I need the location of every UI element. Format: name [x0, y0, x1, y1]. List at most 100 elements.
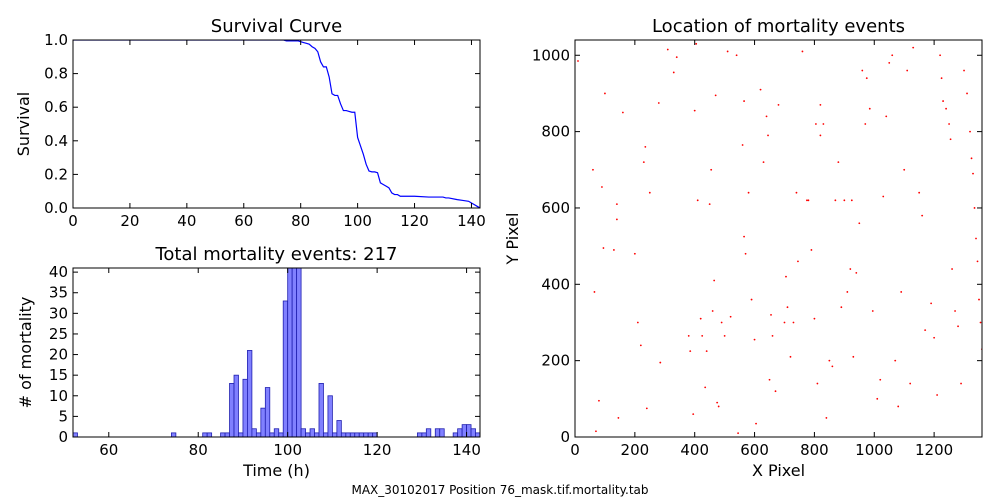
x-tick-label: 80	[291, 212, 310, 230]
mortality-bar	[282, 300, 289, 437]
mortality-point	[871, 310, 874, 312]
mortality-point	[973, 207, 976, 209]
mortality-point	[744, 252, 747, 255]
mortality-point	[726, 50, 729, 53]
y-tick-label: 0.8	[44, 65, 68, 83]
mortality-bar	[269, 432, 275, 437]
x-tick-label: 80	[189, 441, 208, 459]
mortality-point	[648, 191, 651, 194]
mortality-bar	[345, 432, 351, 437]
x-tick-label: 0	[68, 212, 78, 230]
mortality-point	[828, 359, 831, 362]
mortality-point	[777, 103, 780, 106]
axes-frame	[72, 267, 481, 438]
mortality-bar	[291, 268, 298, 437]
x-tick-label: 20	[120, 212, 139, 230]
mortality-bar	[358, 432, 365, 437]
x-axis-label: Time (h)	[242, 461, 310, 480]
mortality-point	[666, 48, 669, 51]
mortality-bar	[300, 428, 306, 437]
mortality-point	[657, 102, 660, 104]
mortality-point	[909, 382, 912, 385]
mortality-bar	[475, 432, 480, 437]
mortality-point	[711, 310, 714, 312]
y-tick-label: 20	[49, 346, 68, 364]
x-tick-label: 100	[343, 212, 372, 230]
mortality-point	[849, 268, 852, 270]
mortality-point	[672, 71, 675, 74]
mortality-point	[785, 275, 787, 278]
mortality-point	[855, 271, 858, 274]
mortality-point	[957, 325, 959, 328]
mortality-point	[675, 56, 678, 59]
mortality-point	[969, 130, 971, 133]
mortality-point	[972, 172, 974, 175]
mortality-point	[767, 134, 769, 137]
mortality-point	[716, 401, 719, 404]
x-tick-label: 100	[273, 441, 302, 459]
mortality-point	[942, 100, 944, 102]
x-tick-label: 60	[99, 441, 118, 459]
mortality-point	[868, 107, 871, 110]
mortality-point	[615, 203, 618, 206]
mortality-bar	[416, 432, 423, 437]
mortality-bar	[461, 424, 467, 437]
mortality-bar	[323, 432, 329, 437]
mortality-bar	[457, 428, 463, 437]
x-tick-label: 800	[800, 441, 829, 459]
mortality-point	[723, 334, 726, 337]
mortality-bar	[452, 432, 459, 437]
figure-footer: MAX_30102017 Position 76_mask.tif.mortal…	[351, 483, 648, 497]
mortality-point	[879, 378, 882, 381]
mortality-point	[978, 298, 980, 301]
mortality-bar	[296, 268, 302, 437]
mortality-point	[930, 302, 933, 305]
mortality-point	[743, 100, 745, 102]
mortality-bar	[349, 432, 356, 437]
mortality-point	[602, 247, 605, 249]
x-tick-label: 60	[234, 212, 253, 230]
y-tick-label: 800	[541, 123, 570, 141]
mortality-point	[912, 46, 915, 49]
mortality-bar	[336, 420, 342, 437]
mortality-point	[792, 321, 795, 324]
mortality-point	[696, 199, 699, 202]
mortality-bar	[434, 428, 441, 437]
mortality-bar	[354, 432, 360, 437]
y-axis-label: # of mortality	[16, 297, 35, 409]
mortality-point	[797, 260, 799, 263]
mortality-bar	[224, 432, 230, 437]
mortality-point	[951, 268, 953, 270]
data-marks	[73, 268, 480, 437]
mortality-point	[577, 60, 579, 62]
mortality-point	[864, 123, 867, 125]
mortality-point	[592, 168, 594, 171]
mortality-point	[936, 394, 939, 396]
mortality-point	[741, 144, 744, 146]
mortality-point	[906, 69, 909, 72]
mortality-point	[840, 306, 843, 309]
x-tick-label: 140	[452, 441, 481, 459]
mortality-point	[810, 249, 813, 251]
mortality-point	[759, 88, 762, 91]
x-tick-label: 400	[680, 441, 709, 459]
y-tick-label: 200	[541, 352, 570, 370]
mortality-point	[633, 252, 636, 255]
mortality-point	[903, 168, 906, 171]
mortality-bar	[470, 428, 476, 437]
mortality-bar	[73, 432, 78, 437]
mortality-point	[615, 218, 618, 221]
y-axis-label: Y Pixel	[503, 213, 522, 266]
x-tick-label: 200	[621, 441, 650, 459]
mortality-point	[825, 417, 828, 419]
mortality-point	[813, 317, 816, 320]
mortality-point	[894, 359, 897, 362]
mortality-bar	[170, 432, 177, 437]
mortality-point	[636, 321, 639, 324]
chart-title: Location of mortality events	[652, 16, 905, 37]
mortality-point	[704, 386, 707, 389]
mortality-bar	[202, 432, 208, 437]
y-tick-label: 15	[49, 366, 68, 384]
mortality-point	[729, 315, 732, 318]
x-axis-label: X Pixel	[752, 461, 805, 480]
